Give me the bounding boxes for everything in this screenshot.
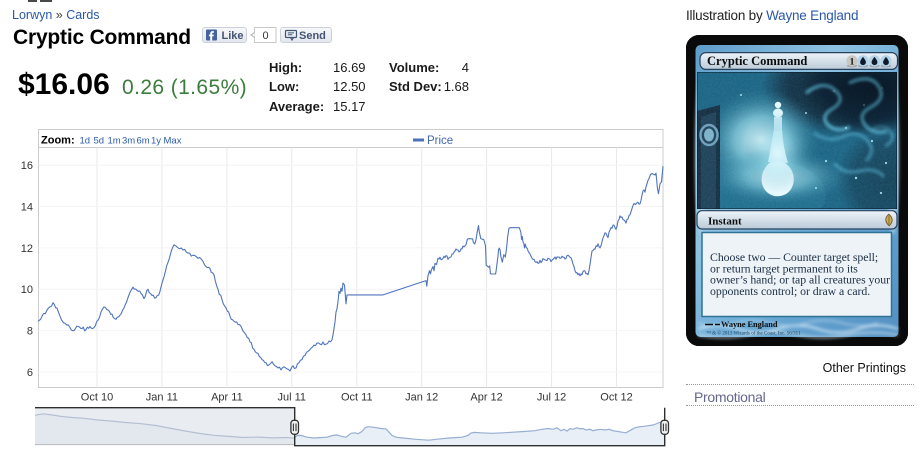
svg-text:16: 16 <box>21 160 33 172</box>
svg-text:Zoom:: Zoom: <box>41 135 75 147</box>
svg-text:Apr 12: Apr 12 <box>470 392 502 404</box>
svg-text:8: 8 <box>27 326 33 338</box>
svg-text:6: 6 <box>27 367 33 379</box>
svg-text:1y: 1y <box>151 136 161 147</box>
svg-text:Oct 11: Oct 11 <box>341 392 373 404</box>
svg-text:Like: Like <box>222 30 244 42</box>
svg-text:Instant: Instant <box>708 216 742 228</box>
svg-text:Jul 11: Jul 11 <box>278 392 307 404</box>
svg-text:3m: 3m <box>122 136 135 147</box>
svg-text:Choose two — Counter target sp: Choose two — Counter target spell; <box>710 250 878 264</box>
svg-text:Send: Send <box>299 30 326 42</box>
svg-text:Jan 12: Jan 12 <box>405 392 438 404</box>
svg-text:Oct 10: Oct 10 <box>81 392 113 404</box>
svg-text:Price: Price <box>427 135 453 147</box>
svg-text:1: 1 <box>850 58 855 68</box>
svg-text:6m: 6m <box>137 136 150 147</box>
svg-text:Jul 12: Jul 12 <box>537 392 566 404</box>
svg-text:Max: Max <box>164 136 182 147</box>
svg-text:Wayne England: Wayne England <box>721 320 778 329</box>
svg-text:™ & © 2013 Wizards of the Coas: ™ & © 2013 Wizards of the Coast, Inc. 56… <box>706 331 801 337</box>
svg-text:Cryptic Command: Cryptic Command <box>707 54 807 68</box>
svg-text:12: 12 <box>21 243 33 255</box>
svg-text:14: 14 <box>21 202 33 214</box>
svg-text:or return target permanent to: or return target permanent to its <box>710 261 858 275</box>
svg-text:owner’s hand; or tap all creat: owner’s hand; or tap all creatures your <box>710 273 890 287</box>
svg-text:1d: 1d <box>80 136 91 147</box>
svg-text:0: 0 <box>263 30 269 42</box>
svg-text:5d: 5d <box>94 136 105 147</box>
svg-text:Jan 11: Jan 11 <box>146 392 178 404</box>
svg-text:Apr 11: Apr 11 <box>211 392 243 404</box>
svg-text:1m: 1m <box>108 136 121 147</box>
svg-text:10: 10 <box>21 284 33 296</box>
svg-text:opponents control; or draw a c: opponents control; or draw a card. <box>710 284 870 298</box>
svg-text:Oct 12: Oct 12 <box>600 392 632 404</box>
